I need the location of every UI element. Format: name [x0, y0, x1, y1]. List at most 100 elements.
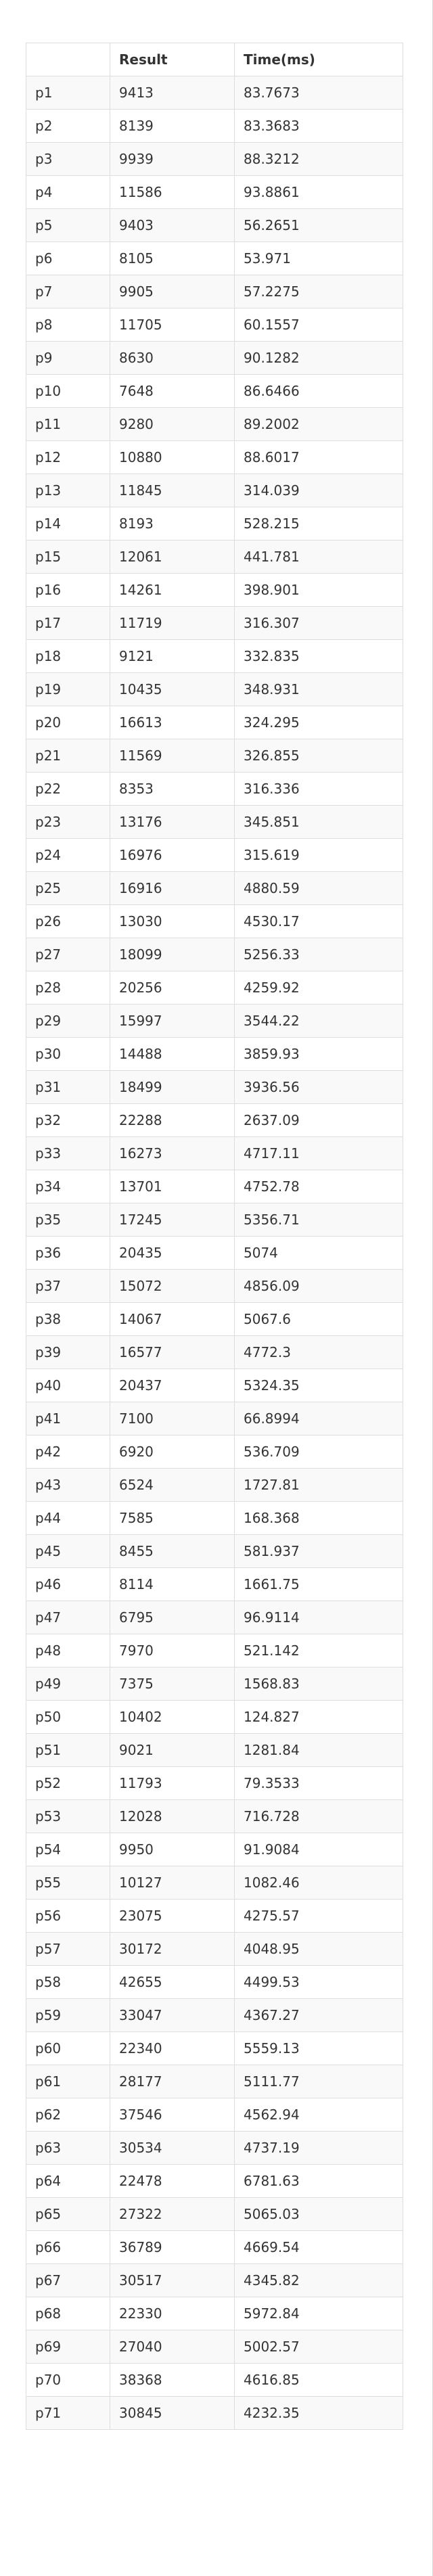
cell-problem: p2 [26, 109, 110, 143]
cell-time: 2637.09 [234, 1103, 403, 1137]
cell-time: 521.142 [234, 1634, 403, 1668]
table-row: p44 7585 168.368 [26, 1501, 403, 1535]
cell-result: 14067 [110, 1302, 235, 1336]
cell-time: 315.619 [234, 838, 403, 872]
cell-problem: p63 [26, 2131, 110, 2165]
cell-result: 16273 [110, 1136, 235, 1170]
table-row: p35 17245 5356.71 [26, 1203, 403, 1237]
cell-result: 7585 [110, 1501, 235, 1535]
cell-time: 5067.6 [234, 1302, 403, 1336]
cell-result: 16976 [110, 838, 235, 872]
table-row: p8 11705 60.1557 [26, 308, 403, 342]
cell-problem: p54 [26, 1833, 110, 1866]
table-row: p57 30172 4048.95 [26, 1932, 403, 1966]
cell-problem: p58 [26, 1965, 110, 1999]
cell-time: 536.709 [234, 1435, 403, 1469]
cell-result: 12028 [110, 1799, 235, 1833]
cell-problem: p67 [26, 2263, 110, 2297]
table-row: p49 7375 1568.83 [26, 1667, 403, 1701]
cell-time: 91.9084 [234, 1833, 403, 1866]
cell-result: 12061 [110, 540, 235, 574]
cell-result: 22330 [110, 2297, 235, 2330]
cell-time: 581.937 [234, 1534, 403, 1568]
table-row: p19 10435 348.931 [26, 672, 403, 706]
table-row: p36 20435 5074 [26, 1236, 403, 1270]
cell-problem: p71 [26, 2396, 110, 2430]
cell-result: 9280 [110, 407, 235, 441]
table-row: p3 9939 88.3212 [26, 142, 403, 176]
cell-result: 13176 [110, 805, 235, 839]
cell-time: 1568.83 [234, 1667, 403, 1701]
table-row: p4 11586 93.8861 [26, 175, 403, 209]
cell-result: 11705 [110, 308, 235, 342]
cell-problem: p9 [26, 341, 110, 375]
cell-time: 66.8994 [234, 1402, 403, 1435]
cell-problem: p39 [26, 1335, 110, 1369]
table-row: p1 9413 83.7673 [26, 76, 403, 110]
cell-problem: p29 [26, 1004, 110, 1038]
cell-time: 4530.17 [234, 904, 403, 938]
cell-problem: p21 [26, 739, 110, 773]
cell-problem: p52 [26, 1766, 110, 1800]
cell-problem: p44 [26, 1501, 110, 1535]
header-cell-name [26, 43, 110, 76]
table-row: p33 16273 4717.11 [26, 1136, 403, 1170]
cell-result: 15997 [110, 1004, 235, 1038]
cell-time: 716.728 [234, 1799, 403, 1833]
cell-time: 441.781 [234, 540, 403, 574]
cell-problem: p41 [26, 1402, 110, 1435]
cell-time: 345.851 [234, 805, 403, 839]
cell-result: 42655 [110, 1965, 235, 1999]
table-row: p31 18499 3936.56 [26, 1070, 403, 1104]
cell-time: 5002.57 [234, 2330, 403, 2364]
cell-result: 27322 [110, 2197, 235, 2231]
cell-result: 10127 [110, 1866, 235, 1900]
cell-problem: p19 [26, 672, 110, 706]
header-row: Result Time(ms) [26, 43, 403, 76]
cell-result: 9950 [110, 1833, 235, 1866]
cell-problem: p12 [26, 440, 110, 474]
cell-time: 316.336 [234, 772, 403, 806]
table-row: p65 27322 5065.03 [26, 2197, 403, 2231]
cell-time: 4717.11 [234, 1136, 403, 1170]
table-row: p26 13030 4530.17 [26, 904, 403, 938]
cell-result: 10402 [110, 1700, 235, 1734]
cell-problem: p65 [26, 2197, 110, 2231]
cell-time: 83.3683 [234, 109, 403, 143]
cell-result: 8105 [110, 242, 235, 275]
table-row: p64 22478 6781.63 [26, 2164, 403, 2198]
cell-time: 96.9114 [234, 1601, 403, 1634]
cell-result: 10880 [110, 440, 235, 474]
cell-problem: p31 [26, 1070, 110, 1104]
table-row: p67 30517 4345.82 [26, 2263, 403, 2297]
cell-problem: p3 [26, 142, 110, 176]
cell-problem: p6 [26, 242, 110, 275]
cell-problem: p56 [26, 1899, 110, 1933]
table-row: p70 38368 4616.85 [26, 2363, 403, 2397]
cell-problem: p50 [26, 1700, 110, 1734]
cell-problem: p45 [26, 1534, 110, 1568]
cell-problem: p37 [26, 1269, 110, 1303]
table-row: p34 13701 4752.78 [26, 1170, 403, 1203]
cell-problem: p1 [26, 76, 110, 110]
cell-time: 5972.84 [234, 2297, 403, 2330]
table-row: p71 30845 4232.35 [26, 2396, 403, 2430]
cell-problem: p5 [26, 208, 110, 242]
cell-time: 89.2002 [234, 407, 403, 441]
cell-result: 7100 [110, 1402, 235, 1435]
cell-problem: p34 [26, 1170, 110, 1203]
cell-time: 4259.92 [234, 971, 403, 1005]
cell-problem: p11 [26, 407, 110, 441]
cell-result: 20256 [110, 971, 235, 1005]
cell-problem: p13 [26, 474, 110, 507]
cell-time: 57.2275 [234, 275, 403, 308]
table-row: p28 20256 4259.92 [26, 971, 403, 1005]
cell-problem: p60 [26, 2031, 110, 2065]
table-row: p12 10880 88.6017 [26, 440, 403, 474]
cell-problem: p23 [26, 805, 110, 839]
cell-result: 23075 [110, 1899, 235, 1933]
table-row: p46 8114 1661.75 [26, 1567, 403, 1601]
cell-result: 20437 [110, 1368, 235, 1402]
cell-problem: p53 [26, 1799, 110, 1833]
cell-result: 15072 [110, 1269, 235, 1303]
